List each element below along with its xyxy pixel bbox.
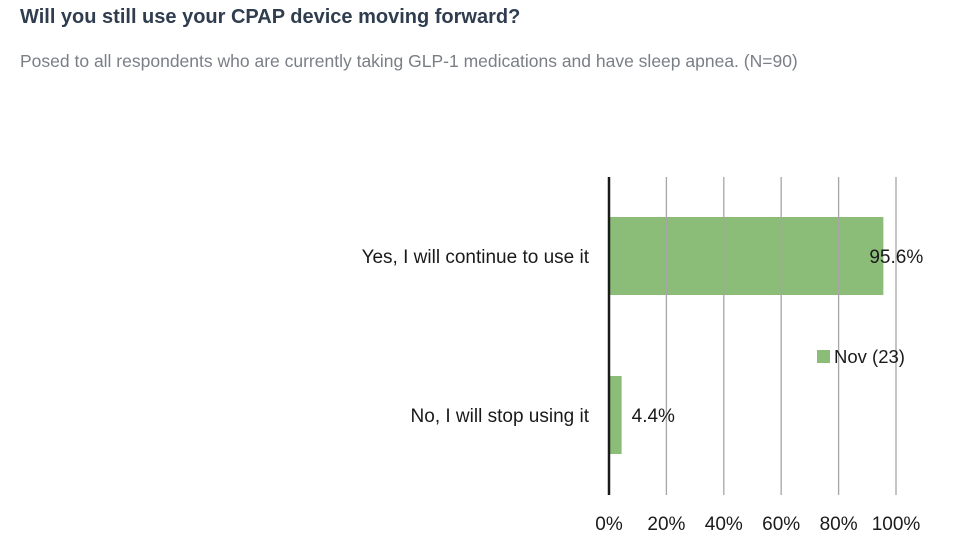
x-tick-label-5: 100% bbox=[872, 514, 921, 535]
legend-label: Nov (23) bbox=[834, 346, 905, 367]
x-tick-label-2: 40% bbox=[705, 514, 743, 535]
category-label-0: Yes, I will continue to use it bbox=[362, 247, 590, 268]
x-tick-label-0: 0% bbox=[595, 514, 623, 535]
chart-subtitle: Posed to all respondents who are current… bbox=[20, 51, 798, 71]
x-tick-label-4: 80% bbox=[820, 514, 858, 535]
bar-0 bbox=[609, 217, 884, 295]
legend-swatch bbox=[817, 350, 830, 363]
bar-1 bbox=[609, 376, 622, 454]
category-label-1: No, I will stop using it bbox=[411, 406, 590, 427]
data-label-1: 4.4% bbox=[632, 406, 675, 427]
chart-title: Will you still use your CPAP device movi… bbox=[20, 6, 521, 28]
x-tick-label-3: 60% bbox=[762, 514, 800, 535]
data-label-0: 95.6% bbox=[869, 247, 923, 268]
x-tick-label-1: 20% bbox=[647, 514, 685, 535]
